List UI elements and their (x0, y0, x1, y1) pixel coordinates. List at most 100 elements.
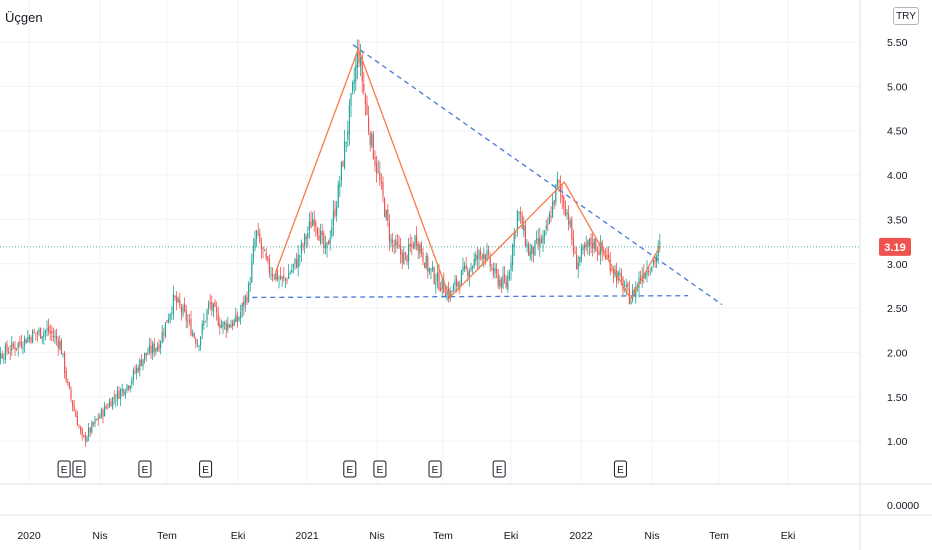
earnings-marker[interactable]: E (57, 460, 71, 478)
candle-body (547, 224, 549, 226)
candle-body (640, 277, 642, 281)
candle-body (443, 279, 445, 293)
candle-body (136, 367, 138, 373)
candle-body (598, 251, 600, 256)
candle-body (625, 284, 627, 287)
candle-body (9, 351, 11, 353)
earnings-marker[interactable]: E (492, 460, 506, 478)
candle-body (235, 314, 237, 322)
earnings-marker[interactable]: E (613, 460, 627, 478)
candle-body (417, 244, 419, 251)
candle-body (536, 238, 538, 241)
candle-body (342, 161, 344, 167)
earnings-marker[interactable]: E (138, 460, 152, 478)
earnings-marker[interactable]: E (72, 460, 86, 478)
candle-body (305, 236, 307, 240)
candle-body (227, 323, 229, 331)
candle-body (241, 303, 243, 312)
candle-body (467, 270, 469, 277)
earnings-marker-label: E (617, 465, 624, 476)
candle-body (236, 316, 239, 323)
candle-body (499, 280, 501, 287)
candle-body (510, 262, 512, 271)
candle-body (316, 228, 319, 235)
currency-button[interactable]: TRY (893, 7, 919, 25)
candle-body (4, 345, 7, 360)
candle-body (574, 251, 576, 254)
candle-body (249, 283, 251, 285)
candle-body (561, 194, 563, 199)
candle-body (291, 269, 293, 273)
candle-body (11, 342, 13, 351)
candle-body (240, 311, 242, 318)
candle-body (144, 352, 146, 360)
candle-body (401, 252, 403, 263)
candle-body (1, 354, 3, 359)
candle-body (422, 252, 424, 262)
x-tick-label: 2021 (295, 530, 319, 542)
candle-body (592, 243, 594, 249)
candle-body (184, 304, 186, 311)
candle-body (388, 222, 391, 241)
candle-body (492, 267, 495, 275)
candle-body (96, 419, 98, 421)
candle-body (78, 426, 80, 428)
candle-body (539, 237, 541, 247)
candle-body (508, 272, 511, 279)
candle-body (371, 132, 373, 147)
candle-body (97, 417, 99, 420)
candle-body (435, 283, 437, 285)
candle-body (412, 244, 415, 249)
candle-body (419, 245, 421, 253)
candle-body (140, 359, 143, 366)
candle-body (185, 309, 187, 321)
earnings-marker[interactable]: E (199, 460, 213, 478)
candle-body (446, 290, 448, 299)
candle-body (420, 243, 423, 255)
candle-body (555, 184, 557, 203)
candle-body (470, 266, 472, 271)
candle-body (329, 238, 331, 244)
candle-body (81, 429, 83, 435)
candle-body (252, 246, 255, 261)
earnings-marker[interactable]: E (373, 460, 387, 478)
earnings-marker-box (492, 460, 506, 478)
candle-body (520, 211, 522, 216)
earnings-marker-label: E (142, 465, 149, 476)
candle-body (224, 322, 226, 325)
indicator-pane-value: 0.0000 (887, 500, 919, 512)
candle-body (372, 134, 375, 159)
earnings-marker[interactable]: E (343, 460, 357, 478)
candle-body (139, 359, 141, 371)
candle-body (20, 342, 23, 347)
candle-body (321, 231, 323, 235)
candle-body (276, 270, 279, 280)
earnings-marker-label: E (346, 465, 353, 476)
candle-body (256, 230, 258, 239)
candle-body (278, 277, 280, 279)
candle-body (152, 343, 154, 354)
candle-body (206, 310, 208, 321)
x-tick-label: Eki (781, 530, 796, 542)
earnings-marker[interactable]: E (428, 460, 442, 478)
candle-body (273, 277, 275, 279)
candle-body (596, 250, 599, 252)
candle-body (657, 245, 659, 257)
candle-body (387, 209, 389, 221)
candle-body (564, 207, 567, 216)
candle-body (284, 278, 287, 280)
candle-body (169, 313, 171, 320)
candle-body (14, 346, 16, 350)
candle-body (75, 411, 77, 417)
candle-body (124, 392, 127, 396)
candle-body (566, 211, 568, 215)
candle-body (88, 427, 90, 437)
candle-body (379, 172, 381, 181)
candle-body (244, 296, 247, 305)
candle-body (516, 211, 519, 230)
candle-body (89, 427, 91, 433)
candle-body (441, 278, 443, 289)
